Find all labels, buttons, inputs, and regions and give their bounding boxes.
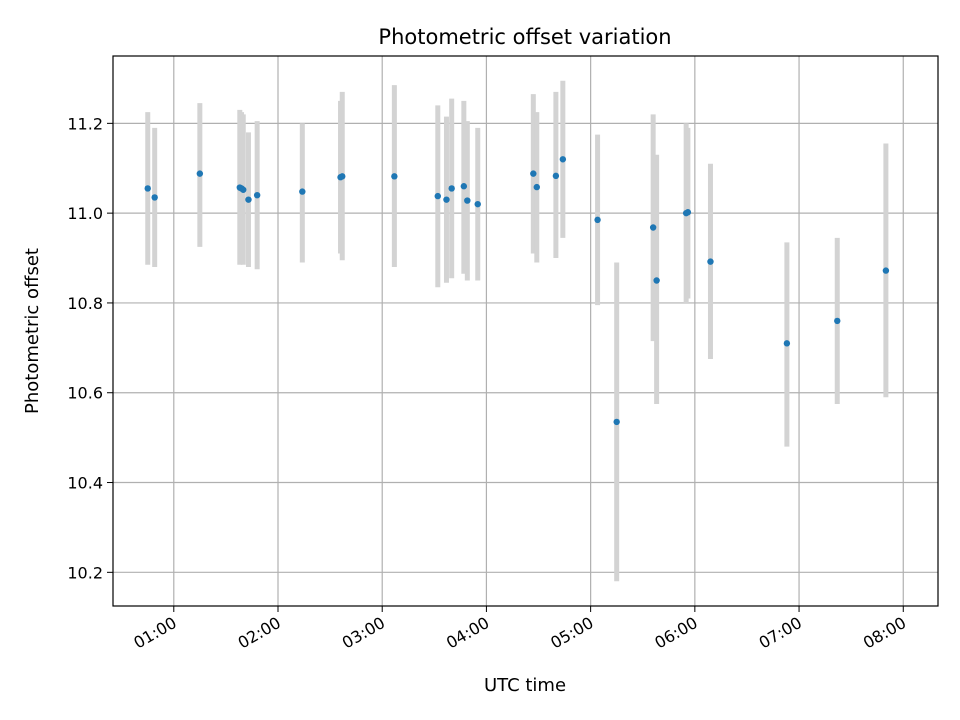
data-point	[448, 185, 455, 192]
x-tick-label: 03:00	[339, 613, 388, 653]
data-point	[613, 418, 620, 426]
y-tick-label: 10.6	[67, 384, 103, 403]
data-point	[339, 173, 346, 180]
data-point	[783, 340, 791, 347]
x-tick-label: 01:00	[130, 613, 179, 653]
data-point	[299, 188, 306, 195]
data-point	[151, 194, 158, 201]
data-point	[474, 200, 481, 208]
y-tick-label: 10.4	[67, 474, 103, 493]
error-bars	[145, 80, 889, 582]
data-points	[144, 156, 890, 426]
data-point	[464, 197, 471, 204]
data-point	[533, 183, 540, 191]
x-tick-label: 08:00	[860, 613, 909, 653]
y-tick-label: 10.2	[67, 563, 103, 582]
data-point	[684, 209, 692, 216]
x-tick-label: 04:00	[443, 613, 492, 653]
y-axis-label: Photometric offset	[22, 248, 43, 414]
y-tick-label: 11.2	[67, 114, 103, 133]
data-point	[240, 186, 247, 193]
data-point	[144, 185, 151, 192]
data-point	[882, 267, 890, 274]
data-point	[391, 173, 398, 180]
data-point	[434, 192, 441, 200]
data-point	[530, 170, 537, 177]
x-tick-label: 06:00	[651, 613, 700, 653]
x-axis-label: UTC time	[484, 675, 566, 696]
grid-lines	[113, 56, 938, 606]
x-tick-label: 07:00	[756, 613, 805, 653]
data-point	[460, 183, 468, 190]
x-axis-ticks: 01:00 02:00 03:00 04:00 05:00 06:00 07:00 08:00	[130, 606, 909, 653]
data-point	[443, 196, 450, 203]
chart-title: Photometric offset variation	[378, 25, 671, 49]
x-tick-label: 05:00	[547, 613, 596, 653]
data-point	[649, 224, 657, 231]
data-point	[707, 258, 714, 265]
data-point	[253, 191, 261, 199]
data-point	[834, 317, 841, 325]
x-tick-label: 02:00	[235, 613, 284, 653]
data-point	[196, 170, 204, 177]
plot-frame	[112, 55, 939, 607]
data-point	[552, 172, 560, 180]
data-point	[245, 196, 252, 203]
data-point	[594, 216, 601, 224]
y-tick-label: 11.0	[67, 204, 103, 223]
y-axis-ticks: 10.2 10.4 10.6 10.8 11.0 11.2	[67, 114, 113, 582]
data-point	[559, 156, 567, 163]
data-point	[653, 277, 660, 284]
y-tick-label: 10.8	[67, 294, 103, 313]
